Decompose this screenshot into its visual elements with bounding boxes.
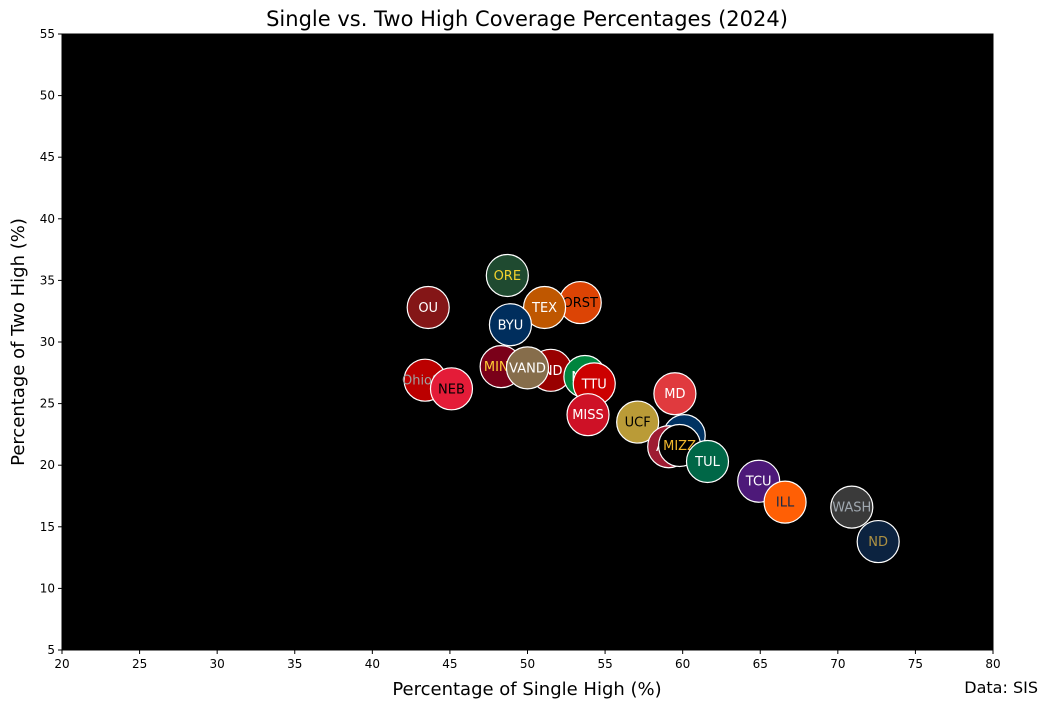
x-tick-label: 65: [753, 657, 768, 671]
point-marker: [485, 253, 529, 298]
point-label: NEB: [438, 382, 465, 397]
point-byu: BYU: [488, 303, 533, 347]
x-tick-label: 30: [210, 657, 225, 671]
point-label: TTU: [581, 377, 607, 392]
y-tick-label: 50: [40, 89, 55, 103]
y-tick-label: 10: [40, 581, 55, 595]
point-ore: ORE: [485, 253, 529, 298]
point-marker: [616, 400, 660, 444]
x-tick-label: 80: [985, 657, 1000, 671]
point-label: TEX: [531, 301, 557, 316]
x-tick-label: 70: [830, 657, 845, 671]
point-neb: NEB: [429, 367, 474, 411]
points-layer: OREORSTOUTEXBYUMINNINDVANDNTUTTUOhioSTNE…: [402, 253, 900, 564]
point-label: VAND: [509, 361, 546, 376]
plot-area: [62, 34, 993, 650]
point-orst: ORST: [558, 280, 602, 325]
point-label: OU: [418, 301, 438, 316]
x-tick-label: 55: [597, 657, 612, 671]
point-ucf: UCF: [616, 400, 660, 444]
point-label: UCF: [625, 416, 651, 431]
x-tick-label: 45: [442, 657, 457, 671]
point-miss: MISS: [566, 393, 610, 437]
point-md: MD: [653, 372, 697, 416]
y-axis-label: Percentage of Two High (%): [8, 218, 29, 466]
axes-layer: 20 25 30 35 40 45 50 55 60 65 70 75 80 5 10 15 20 25 30 35 4…: [40, 27, 1001, 671]
point-label: ORE: [494, 269, 521, 284]
point-label: ILL: [776, 496, 795, 511]
point-marker: [830, 485, 874, 529]
point-marker: [505, 346, 550, 390]
x-tick-label: 60: [675, 657, 690, 671]
point-label: TCU: [745, 475, 772, 490]
point-vand: VAND: [505, 346, 550, 390]
y-tick-label: 40: [40, 212, 55, 226]
point-label: MISS: [572, 408, 604, 423]
point-marker: [653, 372, 697, 416]
point-label: MIZZ: [663, 439, 696, 454]
x-tick-label: 50: [520, 657, 535, 671]
x-axis-label: Percentage of Single High (%): [392, 679, 661, 700]
point-label: TUL: [694, 455, 720, 470]
point-nd: ND: [856, 519, 900, 564]
x-tick-label: 35: [287, 657, 302, 671]
y-tick-label: 15: [40, 520, 55, 534]
point-tex: TEX: [522, 285, 567, 330]
y-tick-label: 30: [40, 335, 55, 349]
chart-title: Single vs. Two High Coverage Percentages…: [266, 7, 788, 31]
point-marker: [406, 285, 450, 330]
point-marker: [763, 480, 807, 524]
point-marker: [429, 367, 474, 411]
y-tick-label: 45: [40, 150, 55, 164]
point-ill: ILL: [763, 480, 807, 524]
point-ou: OU: [406, 285, 450, 330]
point-label: ND: [868, 535, 888, 550]
x-tick-label: 25: [132, 657, 147, 671]
point-label: WASH: [832, 501, 871, 516]
y-tick-label: 20: [40, 458, 55, 472]
point-label: BYU: [498, 318, 524, 333]
y-tick-label: 55: [40, 27, 55, 41]
x-tick-label: 40: [365, 657, 380, 671]
point-marker: [685, 439, 730, 484]
point-label: ORST: [563, 296, 599, 311]
point-tul: TUL: [685, 439, 730, 484]
point-marker: [856, 519, 900, 564]
point-marker: [522, 285, 567, 330]
y-tick-label: 35: [40, 273, 55, 287]
point-wash: WASH: [830, 485, 874, 529]
y-tick-label: 5: [47, 643, 55, 657]
point-marker: [566, 393, 610, 437]
x-tick-label: 75: [908, 657, 923, 671]
point-label: MD: [664, 387, 685, 402]
x-tick-label: 20: [54, 657, 69, 671]
point-marker: [488, 303, 533, 347]
source-note: Data: SIS: [964, 678, 1038, 697]
y-tick-label: 25: [40, 397, 55, 411]
